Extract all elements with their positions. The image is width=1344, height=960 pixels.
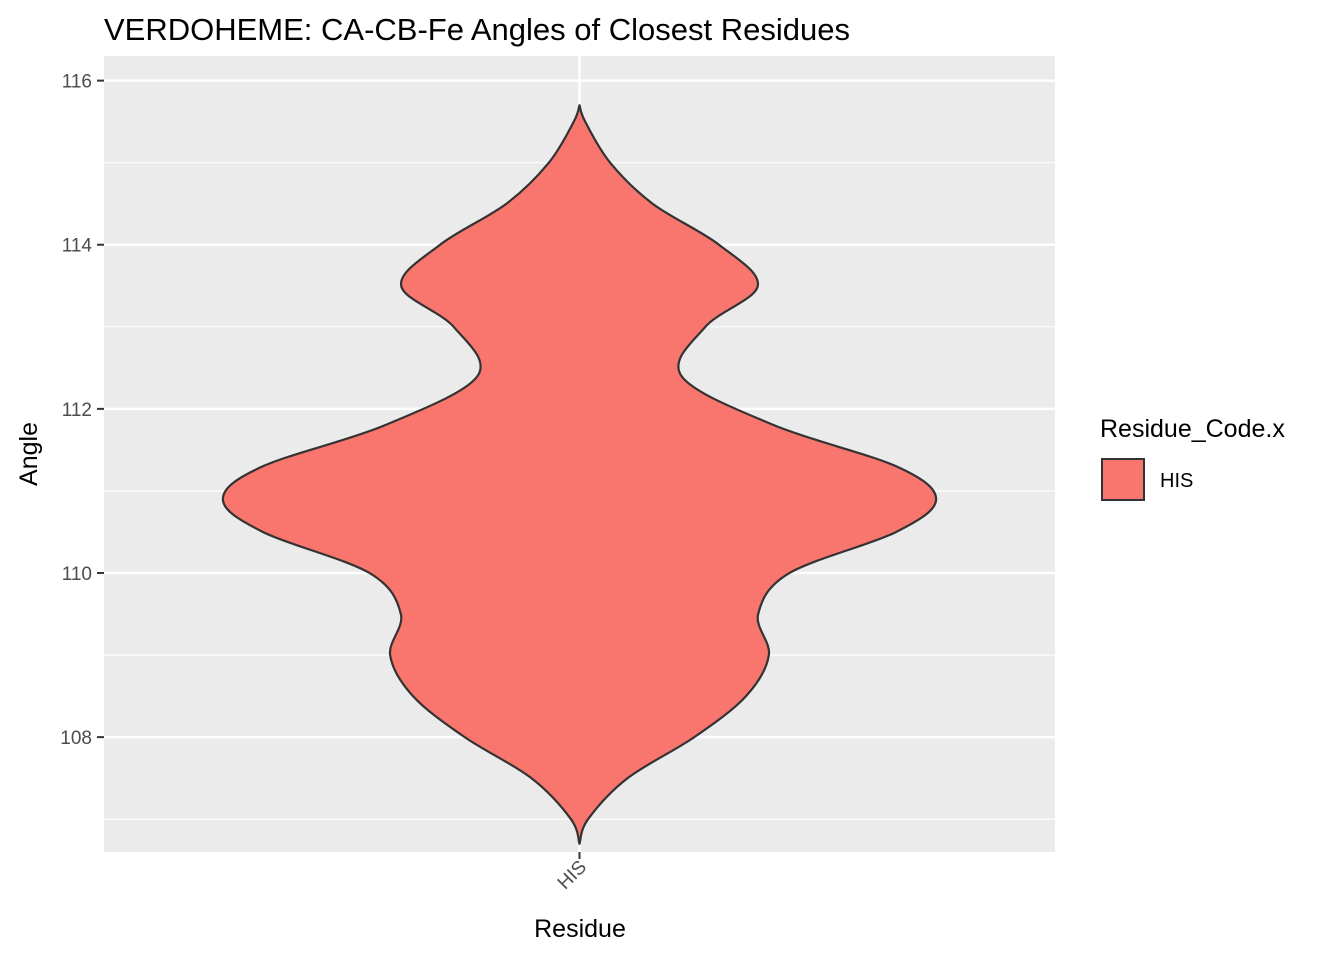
y-tick-label: 108 [60, 728, 92, 749]
y-tick-label: 114 [62, 236, 93, 257]
y-tick-label: 116 [62, 72, 92, 93]
chart-title: VERDOHEME: CA-CB-Fe Angles of Closest Re… [104, 12, 850, 47]
x-axis-title: Residue [534, 915, 626, 943]
y-tick-label: 110 [62, 564, 92, 585]
y-axis-title: Angle [15, 422, 43, 486]
legend-title: Residue_Code.x [1100, 415, 1285, 443]
legend-key-his [1102, 459, 1144, 500]
legend-label-his: HIS [1160, 470, 1193, 492]
y-tick-label: 112 [62, 400, 92, 421]
